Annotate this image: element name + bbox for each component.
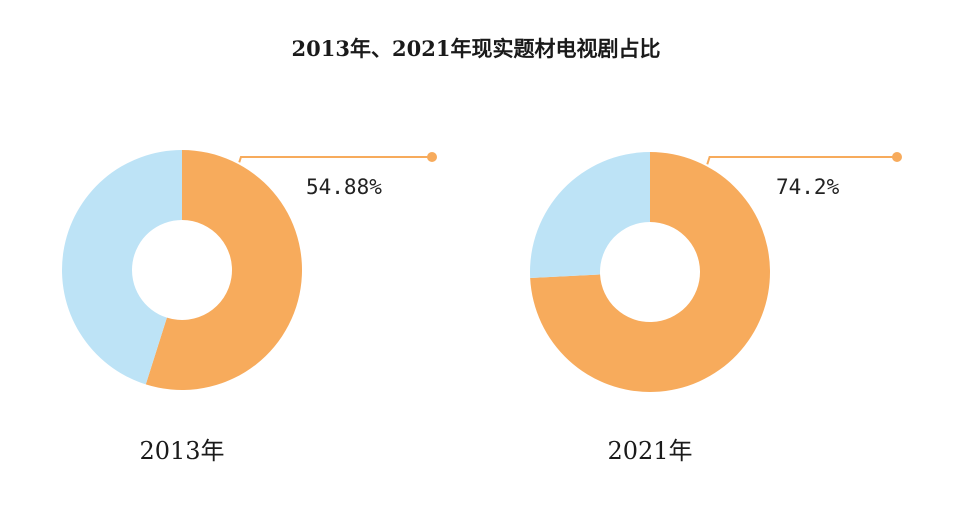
chart-title: 2013年、2021年现实题材电视剧占比 [292, 36, 661, 61]
donut-slice-0-1 [61, 150, 182, 385]
donut-chart-2013: 54.88% 2013年 [61, 150, 437, 465]
leader-line-1 [706, 156, 897, 165]
leader-dot-1 [892, 152, 902, 162]
percent-label-0: 54.88% [306, 175, 382, 199]
leader-line-0 [238, 156, 432, 163]
donut-slice-0-0 [145, 150, 302, 390]
percent-label-1: 74.2% [776, 175, 840, 199]
year-label-1: 2021年 [607, 437, 692, 465]
donut-chart-2021: 74.2% 2021年 [530, 152, 902, 465]
donut-slice-1-0 [530, 152, 770, 392]
leader-dot-0 [427, 152, 437, 162]
donut-slice-1-1 [530, 152, 650, 279]
year-label-0: 2013年 [139, 437, 224, 465]
